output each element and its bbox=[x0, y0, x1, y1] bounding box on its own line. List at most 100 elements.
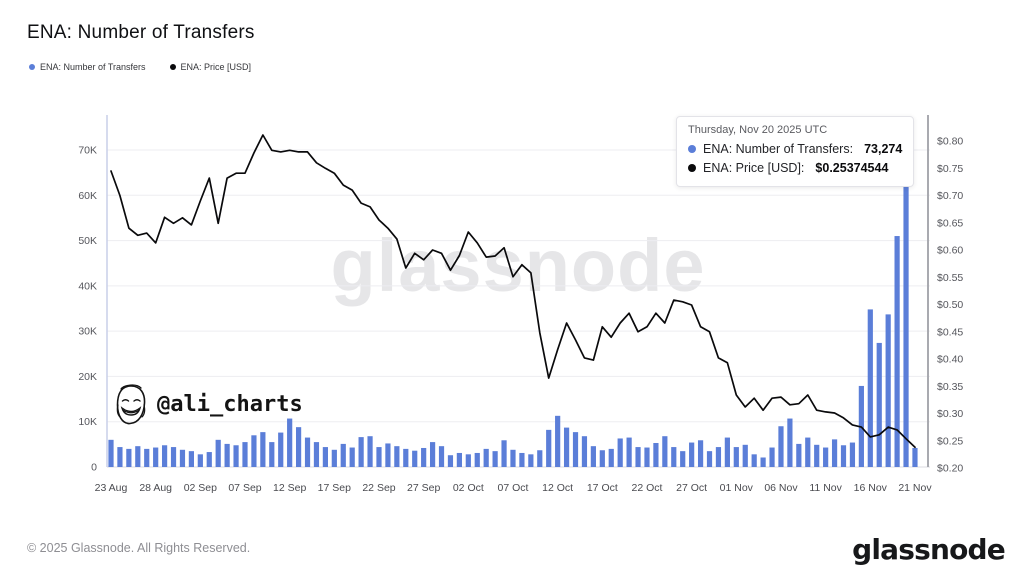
transfers-bar[interactable] bbox=[796, 443, 802, 467]
transfers-bar[interactable] bbox=[635, 447, 641, 467]
transfers-bar[interactable] bbox=[331, 449, 337, 467]
transfers-bar[interactable] bbox=[778, 426, 784, 467]
transfers-bar[interactable] bbox=[563, 427, 570, 467]
transfers-bar[interactable] bbox=[358, 437, 364, 467]
transfers-bar[interactable] bbox=[295, 427, 302, 467]
transfers-bar[interactable] bbox=[144, 448, 150, 467]
transfers-bar[interactable] bbox=[403, 448, 409, 467]
transfers-bar[interactable] bbox=[519, 452, 525, 467]
transfers-bar[interactable] bbox=[715, 447, 722, 467]
transfers-bar[interactable] bbox=[787, 418, 793, 467]
transfers-bar[interactable] bbox=[421, 447, 427, 467]
transfers-bar[interactable] bbox=[465, 454, 471, 467]
transfers-bar[interactable] bbox=[849, 442, 856, 467]
transfers-bar[interactable] bbox=[537, 450, 543, 467]
transfers-bar[interactable] bbox=[412, 450, 418, 467]
transfers-bar[interactable] bbox=[349, 447, 355, 467]
transfers-bar[interactable] bbox=[831, 439, 838, 467]
transfers-bar[interactable] bbox=[885, 314, 891, 467]
transfers-bar[interactable] bbox=[617, 438, 623, 467]
y-right-tick-label: $0.75 bbox=[937, 163, 963, 175]
transfers-bar[interactable] bbox=[313, 442, 320, 467]
transfers-bar[interactable] bbox=[492, 451, 498, 467]
transfers-bar[interactable] bbox=[304, 437, 311, 467]
transfers-bar[interactable] bbox=[170, 447, 177, 467]
transfers-bar[interactable] bbox=[689, 442, 695, 467]
transfers-bar[interactable] bbox=[287, 418, 293, 467]
transfers-bar[interactable] bbox=[510, 449, 516, 467]
transfers-bar[interactable] bbox=[546, 429, 552, 467]
transfers-bar[interactable] bbox=[840, 445, 847, 467]
transfers-bar[interactable] bbox=[447, 455, 454, 467]
transfers-bar[interactable] bbox=[153, 447, 159, 467]
transfers-bar[interactable] bbox=[581, 436, 588, 467]
transfers-bar[interactable] bbox=[376, 447, 382, 467]
transfers-bar[interactable] bbox=[599, 450, 605, 467]
transfers-bar[interactable] bbox=[733, 447, 739, 467]
transfers-bar[interactable] bbox=[751, 454, 757, 467]
transfers-bar[interactable] bbox=[233, 445, 239, 467]
transfers-bar[interactable] bbox=[805, 437, 811, 467]
transfers-bar[interactable] bbox=[456, 452, 462, 467]
transfers-bar[interactable] bbox=[269, 442, 275, 467]
transfers-bar[interactable] bbox=[215, 439, 221, 467]
transfers-bar[interactable] bbox=[117, 447, 123, 467]
transfers-bar[interactable] bbox=[528, 454, 534, 467]
transfers-bar[interactable] bbox=[769, 447, 775, 467]
transfers-bar[interactable] bbox=[474, 452, 480, 467]
transfers-bar[interactable] bbox=[251, 435, 257, 467]
transfers-bar[interactable] bbox=[867, 309, 873, 467]
transfers-bar[interactable] bbox=[653, 442, 659, 467]
transfers-bar[interactable] bbox=[278, 432, 284, 467]
transfers-bar[interactable] bbox=[814, 444, 820, 467]
glassnode-logo[interactable]: glassnode bbox=[852, 533, 1006, 566]
transfers-bar[interactable] bbox=[260, 432, 266, 467]
transfers-bar[interactable] bbox=[438, 446, 445, 467]
transfers-bar[interactable] bbox=[206, 452, 212, 467]
transfers-bar[interactable] bbox=[429, 442, 436, 467]
transfers-bar[interactable] bbox=[135, 446, 141, 467]
transfers-bar[interactable] bbox=[367, 436, 373, 467]
transfers-bar[interactable] bbox=[340, 443, 346, 467]
x-tick-label: 22 Sep bbox=[362, 482, 395, 494]
transfers-bar[interactable] bbox=[823, 447, 829, 467]
transfers-bar[interactable] bbox=[742, 444, 748, 467]
transfers-bar[interactable] bbox=[501, 440, 507, 467]
x-tick-label: 12 Oct bbox=[542, 482, 573, 494]
transfers-bar[interactable] bbox=[662, 436, 668, 467]
transfers-bar[interactable] bbox=[179, 449, 186, 467]
transfers-bar[interactable] bbox=[671, 447, 677, 467]
transfers-bar[interactable] bbox=[680, 451, 686, 467]
legend-item-transfers[interactable]: ENA: Number of Transfers bbox=[29, 62, 146, 72]
transfers-bar[interactable] bbox=[483, 448, 489, 467]
transfers-bar[interactable] bbox=[197, 454, 203, 467]
transfers-bar[interactable] bbox=[161, 445, 168, 467]
transfers-bar[interactable] bbox=[108, 439, 114, 467]
transfers-bar[interactable] bbox=[697, 440, 704, 467]
transfers-bar[interactable] bbox=[644, 447, 650, 467]
transfers-bar[interactable] bbox=[903, 135, 909, 467]
transfers-bar[interactable] bbox=[572, 432, 579, 467]
transfers-bar[interactable] bbox=[626, 437, 632, 467]
transfers-bar[interactable] bbox=[385, 443, 391, 467]
legend-item-price[interactable]: ENA: Price [USD] bbox=[169, 62, 251, 72]
transfers-bar[interactable] bbox=[322, 447, 328, 467]
transfers-bar[interactable] bbox=[188, 451, 194, 467]
transfers-bar[interactable] bbox=[224, 443, 230, 467]
transfers-bar[interactable] bbox=[876, 342, 882, 467]
transfers-bar[interactable] bbox=[724, 437, 730, 467]
transfers-bar[interactable] bbox=[394, 446, 400, 467]
transfers-bar[interactable] bbox=[555, 415, 561, 467]
transfers-bar[interactable] bbox=[894, 236, 900, 467]
transfers-bar[interactable] bbox=[590, 446, 596, 467]
transfers-bar[interactable] bbox=[912, 447, 918, 467]
transfers-bar[interactable] bbox=[608, 448, 614, 467]
transfers-bar[interactable] bbox=[242, 442, 248, 467]
transfers-bar[interactable] bbox=[760, 457, 766, 467]
tooltip-row-transfers: ENA: Number of Transfers: 73,274 bbox=[688, 140, 902, 159]
x-tick-label: 01 Nov bbox=[720, 482, 754, 494]
transfers-bar[interactable] bbox=[126, 448, 132, 467]
transfers-bar[interactable] bbox=[706, 451, 713, 467]
